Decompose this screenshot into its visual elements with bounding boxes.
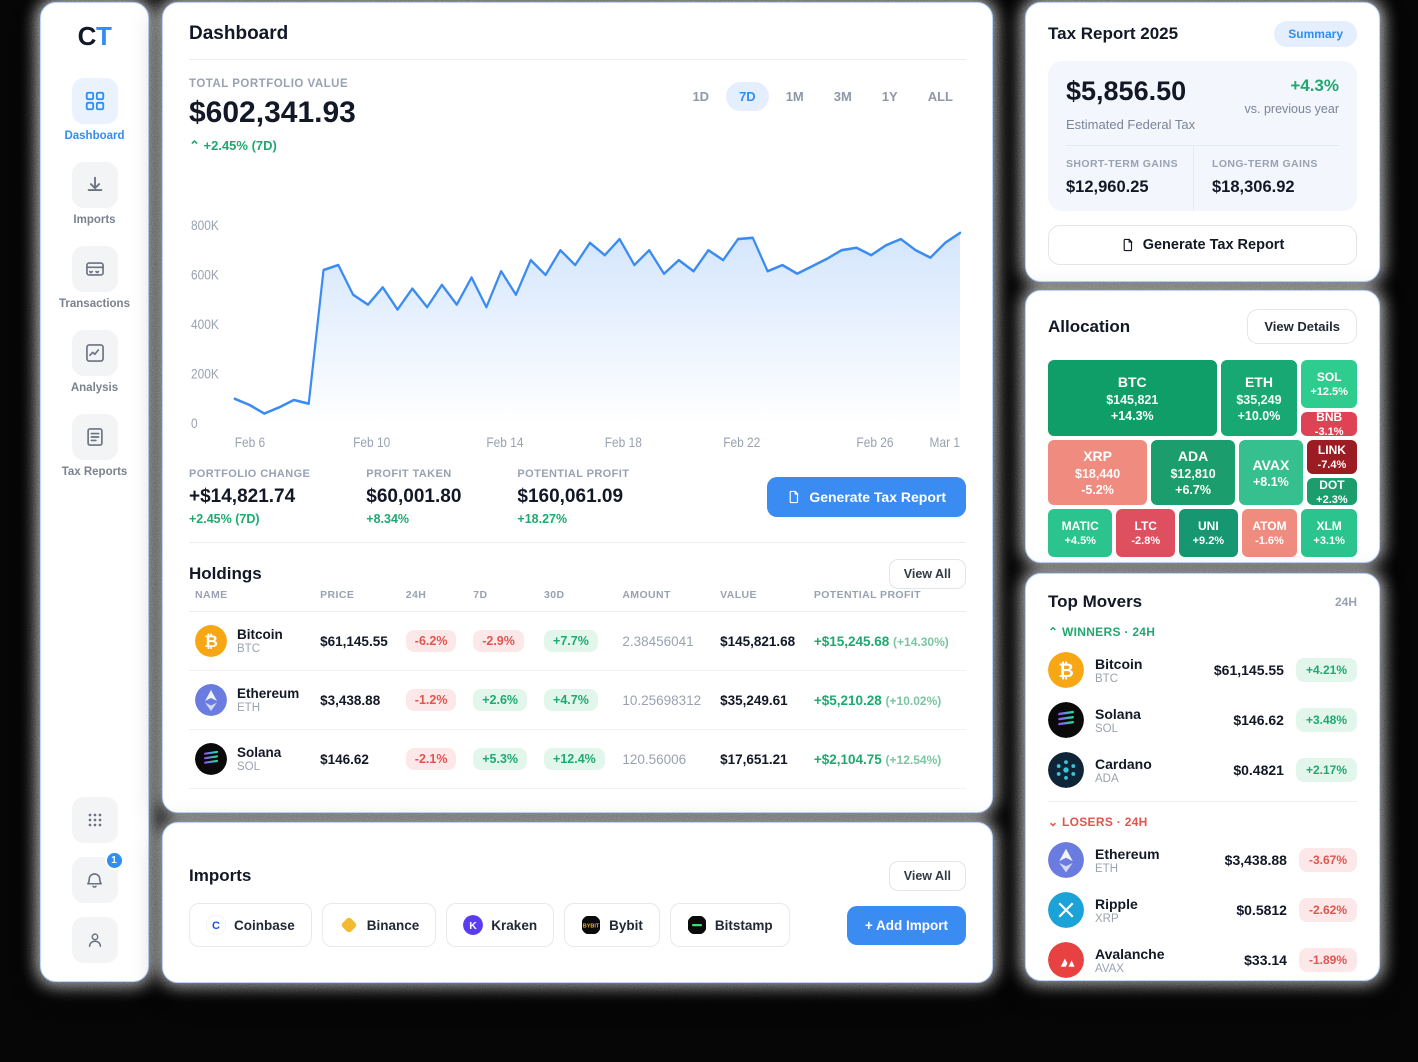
svg-text:Feb 22: Feb 22 xyxy=(723,434,760,450)
svg-text:600K: 600K xyxy=(191,267,219,283)
svg-text:Mar 1: Mar 1 xyxy=(930,434,960,450)
svg-text:Feb 18: Feb 18 xyxy=(605,434,642,450)
svg-text:Feb 14: Feb 14 xyxy=(486,434,523,450)
svg-text:200K: 200K xyxy=(191,366,219,382)
svg-text:800K: 800K xyxy=(191,217,219,233)
svg-text:Feb 6: Feb 6 xyxy=(235,434,265,450)
svg-text:0: 0 xyxy=(191,415,198,431)
svg-text:Feb 10: Feb 10 xyxy=(353,434,390,450)
svg-text:C: C xyxy=(212,920,220,932)
svg-text:400K: 400K xyxy=(191,316,219,332)
svg-text:K: K xyxy=(470,920,478,932)
svg-text:₿: ₿ xyxy=(1058,661,1074,682)
svg-text:BYBIT: BYBIT xyxy=(583,924,600,930)
svg-text:Feb 26: Feb 26 xyxy=(856,434,893,450)
svg-text:₿: ₿ xyxy=(204,632,218,651)
